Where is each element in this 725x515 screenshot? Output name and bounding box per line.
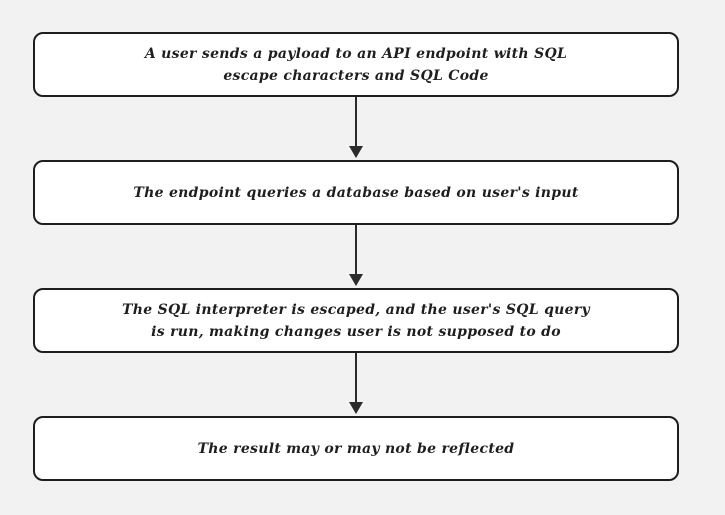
arrowhead-step3 [349,274,363,286]
step-box-4: The result may or may not be reflected [33,416,679,481]
step-box-3: The SQL interpreter is escaped, and the … [33,288,679,353]
arrowhead-step2 [349,146,363,158]
step-box-1: A user sends a payload to an API endpoin… [33,32,679,97]
arrowhead-step4 [349,402,363,414]
step-label-3: The SQL interpreter is escaped, and the … [122,299,590,343]
step-label-4: The result may or may not be reflected [198,438,515,460]
step-label-1: A user sends a payload to an API endpoin… [145,43,567,87]
step-box-2: The endpoint queries a database based on… [33,160,679,225]
step-label-2: The endpoint queries a database based on… [133,182,578,204]
